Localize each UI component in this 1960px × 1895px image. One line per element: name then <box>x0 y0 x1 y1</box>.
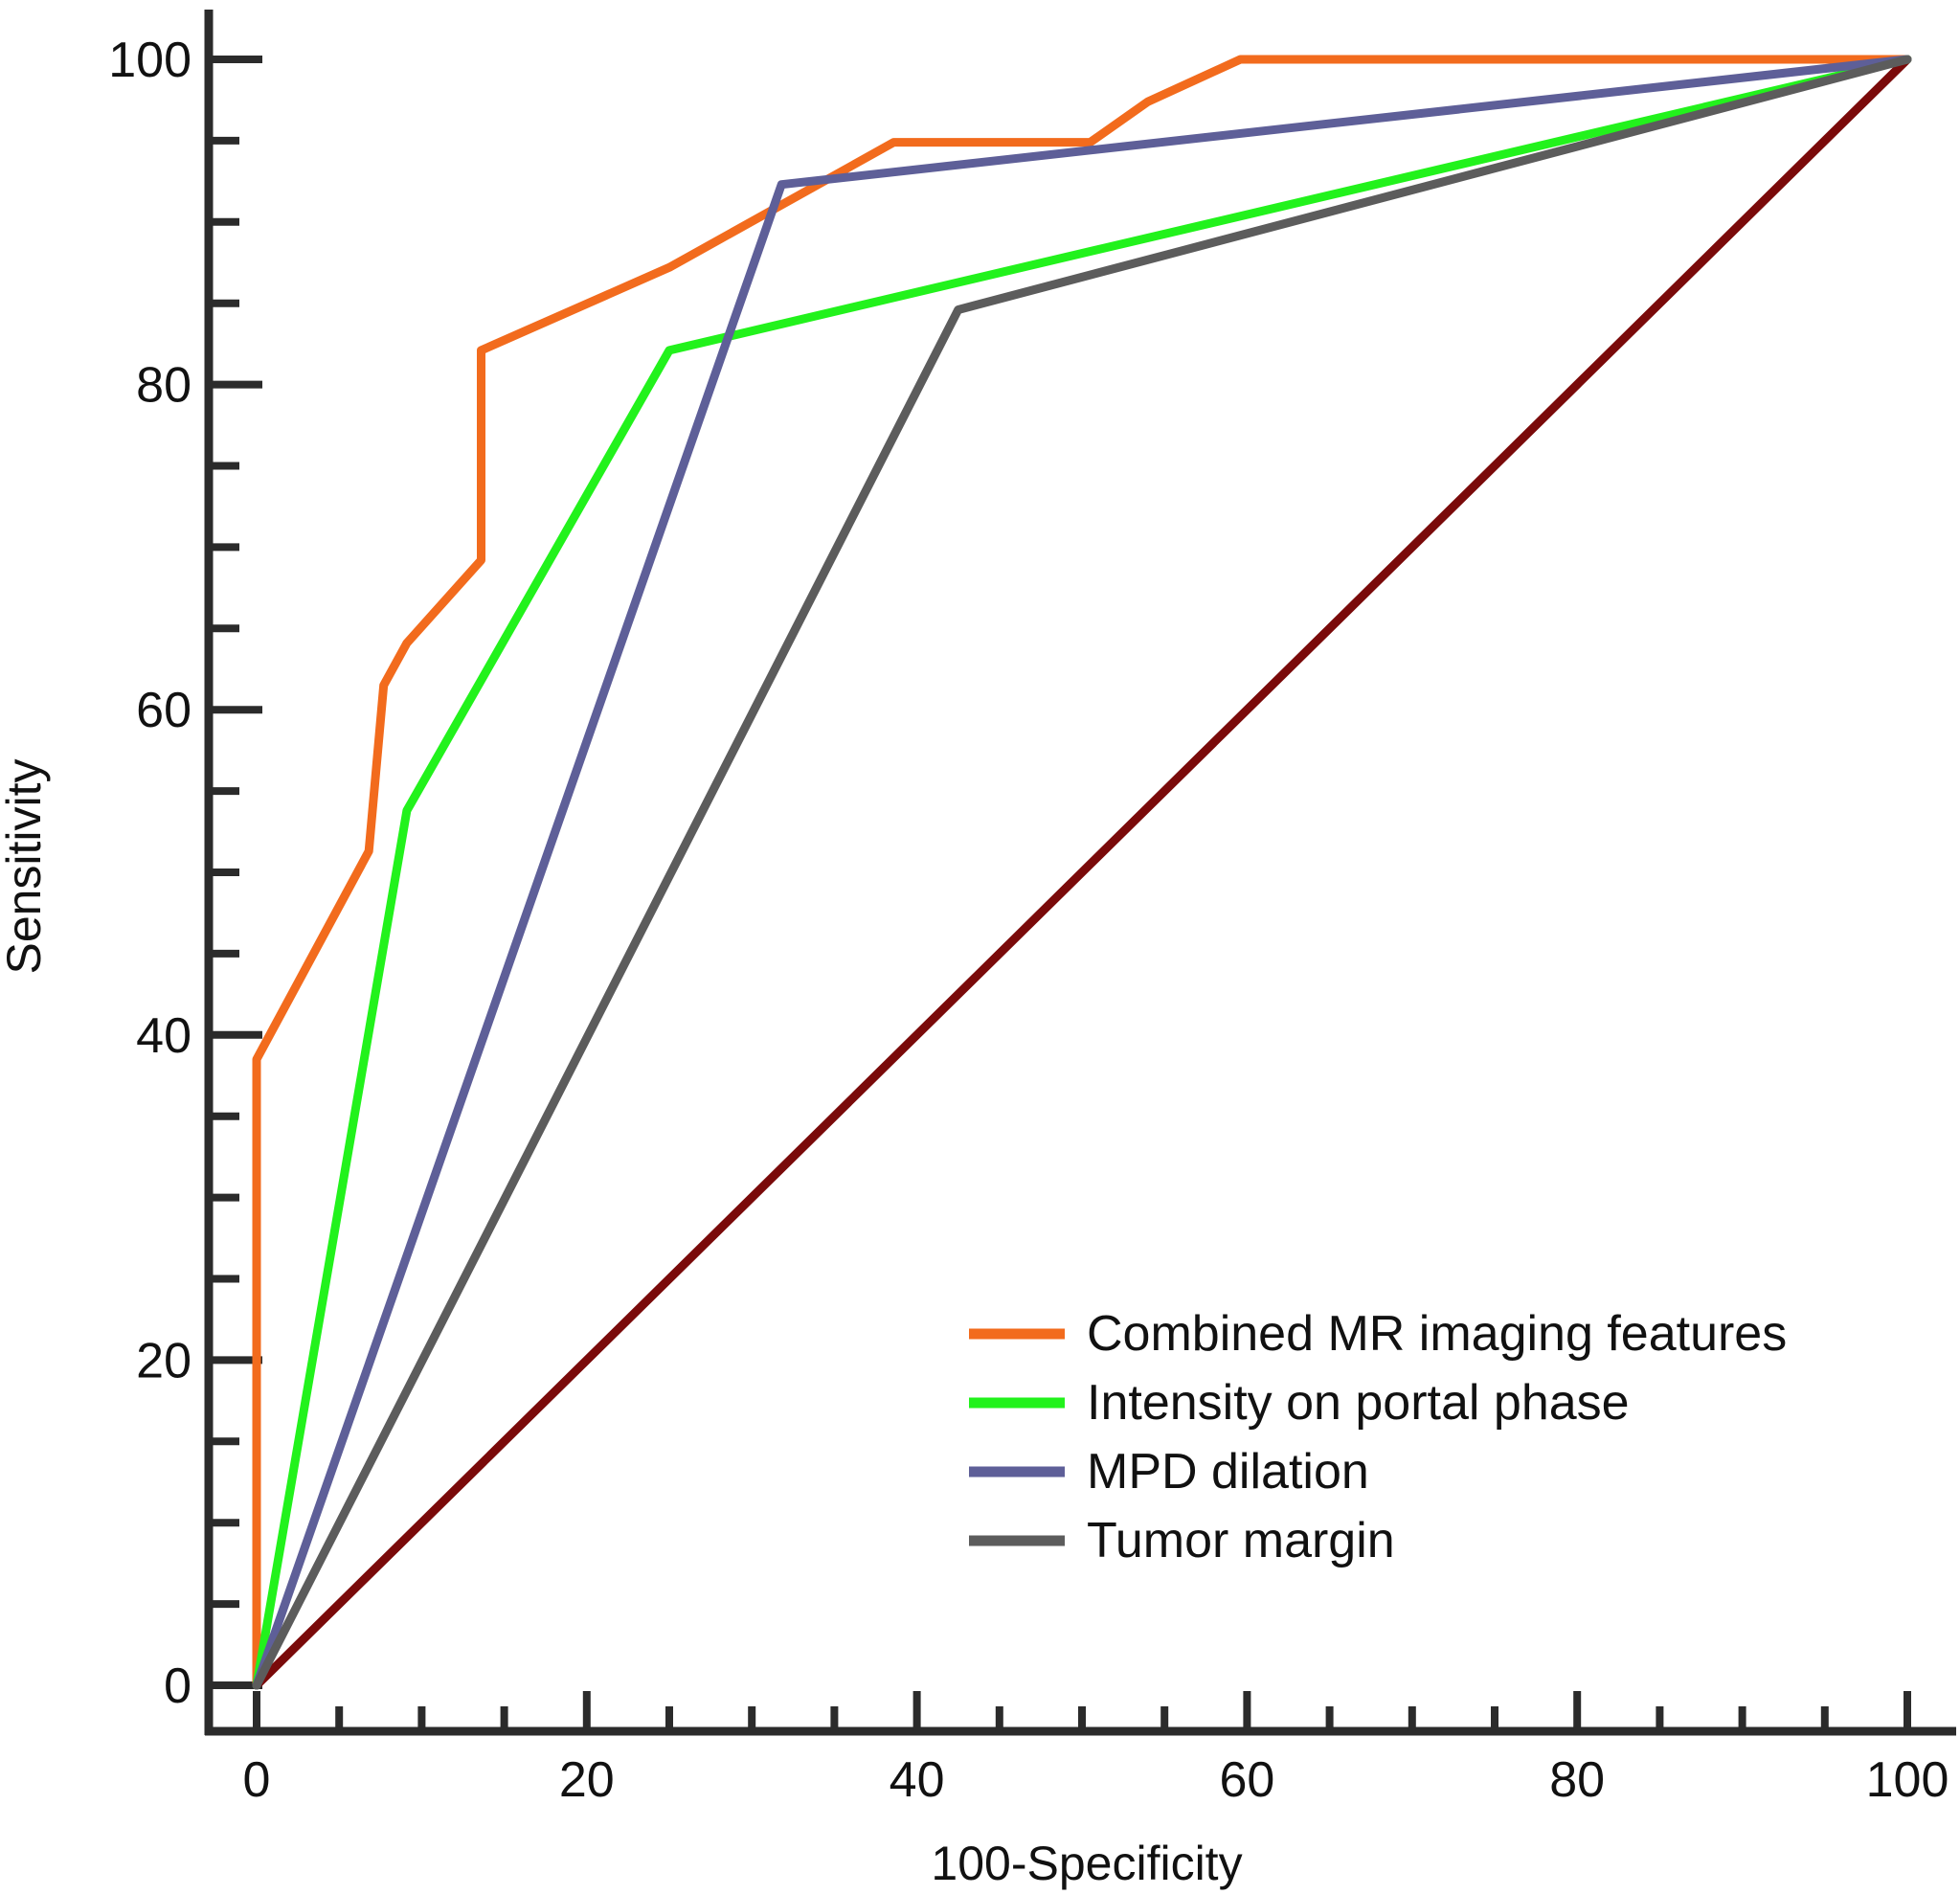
x-tick-label: 0 <box>243 1752 271 1808</box>
x-axis-title: 100-Specificity <box>931 1837 1242 1890</box>
y-tick-label: 100 <box>108 33 191 88</box>
x-tick-label: 100 <box>1866 1752 1949 1808</box>
y-axis-title: Sensitivity <box>0 758 51 974</box>
legend: Combined MR imaging features Intensity on… <box>969 1306 1787 1568</box>
y-tick-label: 60 <box>136 683 191 738</box>
y-tick-label: 0 <box>164 1658 191 1714</box>
x-tick-label: 60 <box>1219 1752 1274 1808</box>
axes: 0 20 40 60 80 100 0 20 40 60 80 100 <box>108 10 1956 1808</box>
y-tick-label: 80 <box>136 358 191 414</box>
y-tick-label: 20 <box>136 1333 191 1388</box>
series-line-combined-mr-imaging-features <box>252 55 1912 1690</box>
x-tick-label: 20 <box>559 1752 615 1808</box>
legend-label: Combined MR imaging features <box>1087 1306 1787 1362</box>
series-line-intensity-on-portal-phase <box>252 55 1912 1690</box>
series-line-mpd-dilation <box>252 55 1912 1690</box>
x-tick-label: 40 <box>890 1752 945 1808</box>
series-layer <box>252 55 1912 1690</box>
series-line-tumor-margin <box>252 55 1912 1690</box>
legend-label: MPD dilation <box>1087 1444 1369 1500</box>
reference-diagonal-line <box>252 55 1912 1690</box>
legend-label: Intensity on portal phase <box>1087 1375 1630 1431</box>
legend-label: Tumor margin <box>1087 1513 1395 1568</box>
y-tick-label: 40 <box>136 1008 191 1064</box>
x-tick-label: 80 <box>1549 1752 1605 1808</box>
